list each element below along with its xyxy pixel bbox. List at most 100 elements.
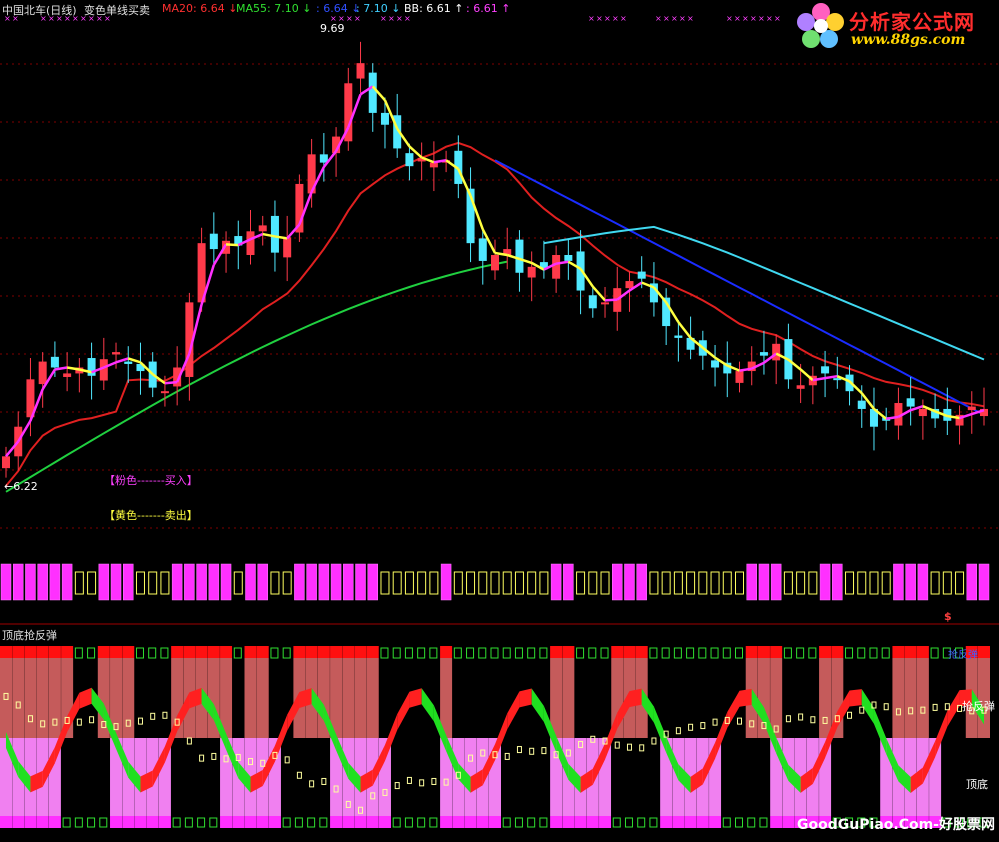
ribbon-segment	[763, 707, 777, 754]
signal-bar-buy	[208, 563, 220, 601]
signal-bar-buy	[306, 563, 317, 601]
osc-box	[406, 776, 412, 784]
top-zone	[24, 658, 37, 738]
top-marker: ×	[726, 14, 733, 23]
indicator-name: 变色单线买卖	[84, 4, 150, 17]
signal-segment	[934, 410, 948, 418]
ribbon-segment	[556, 735, 569, 780]
signal-segment	[481, 228, 497, 254]
candle-body	[931, 408, 940, 419]
top-zone-cap	[171, 646, 184, 658]
signal-bar-buy	[770, 563, 782, 601]
bottom-zone-cap	[672, 816, 685, 828]
top-zone-cap	[207, 646, 220, 658]
osc-box	[199, 754, 205, 762]
green-box	[539, 647, 548, 659]
bottom-zone-cap	[0, 816, 12, 828]
top-zone	[904, 658, 917, 738]
green-box	[808, 647, 817, 659]
signal-segment	[739, 367, 752, 372]
osc-box	[186, 737, 192, 745]
green-box	[392, 647, 401, 659]
top-zone-cap	[48, 646, 61, 658]
signal-segment	[787, 358, 802, 371]
bottom-zone-cap	[452, 816, 465, 828]
bottom-zone-cap	[244, 816, 257, 828]
green-box-bottom	[979, 817, 988, 828]
signal-segment	[469, 195, 484, 230]
green-box	[466, 647, 475, 659]
lower-panel-right-mid: 抢反弹	[962, 700, 995, 713]
osc-box	[419, 779, 425, 787]
osc-box	[957, 704, 963, 712]
candle-body	[686, 337, 695, 350]
osc-box	[272, 751, 278, 759]
ribbon-segment	[470, 769, 483, 793]
bottom-zone-cap	[770, 816, 783, 828]
osc-box	[211, 752, 217, 760]
bottom-zone-cap	[489, 816, 501, 828]
ribbon-segment	[274, 714, 288, 762]
green-box	[380, 647, 389, 659]
green-box	[270, 647, 279, 659]
green-box-bottom	[282, 817, 291, 828]
ribbon-segment	[727, 690, 740, 729]
candle-body	[63, 373, 72, 377]
ribbon-segment	[177, 692, 190, 732]
signal-segment	[433, 159, 447, 164]
top-zone	[892, 658, 905, 738]
osc-box	[443, 778, 449, 786]
signal-segment	[127, 357, 141, 364]
signal-bar-sell	[392, 571, 402, 595]
osc-box	[27, 715, 33, 723]
top-zone-cap	[330, 646, 343, 658]
bottom-zone-cap	[794, 816, 807, 828]
osc-box	[150, 712, 156, 720]
signal-bar-buy	[123, 563, 134, 601]
signal-segment	[616, 289, 631, 301]
top-zone-cap	[562, 646, 575, 658]
top-zone	[770, 658, 783, 738]
signal-bar-sell	[233, 571, 243, 595]
osc-box	[321, 777, 327, 785]
signal-segment	[751, 361, 765, 370]
top-zone	[220, 658, 233, 738]
candle-body	[918, 408, 927, 417]
site-logo[interactable]: 分析家公式网 www.88gs.com	[797, 2, 993, 52]
lower-panel-title: 顶底抢反弹	[2, 629, 57, 642]
header-item-1: MA55: 7.10 ↓	[236, 2, 312, 15]
osc-box	[137, 717, 143, 725]
top-marker: ×	[774, 14, 781, 23]
osc-box	[651, 737, 657, 745]
top-zone-cap	[757, 646, 770, 658]
green-box	[698, 647, 707, 659]
green-box-bottom	[197, 817, 206, 828]
ribbon-segment	[226, 733, 239, 779]
top-zone-cap	[110, 646, 123, 658]
bottom-zone-cap	[134, 816, 147, 828]
signal-bar-sell	[661, 571, 671, 595]
green-box-bottom	[955, 817, 964, 828]
bottom-zone-cap	[268, 816, 281, 828]
signal-segment	[860, 392, 875, 410]
ribbon-segment	[446, 735, 459, 780]
signal-bar-buy	[636, 563, 647, 601]
top-marker: ×	[96, 14, 103, 23]
bottom-zone-cap	[696, 816, 709, 828]
signal-segment	[714, 356, 728, 367]
signal-bar-buy	[294, 563, 305, 601]
signal-segment	[591, 285, 606, 302]
top-marker: ×	[687, 14, 694, 23]
osc-box	[125, 719, 131, 727]
green-box	[576, 647, 585, 659]
candle-body	[747, 361, 756, 372]
osc-box	[737, 717, 742, 725]
ribbon-segment	[568, 763, 581, 793]
top-zone	[12, 658, 25, 738]
ribbon-segment	[849, 689, 862, 707]
candle-body	[50, 356, 59, 368]
top-zone	[440, 658, 453, 738]
osc-box	[553, 751, 559, 759]
